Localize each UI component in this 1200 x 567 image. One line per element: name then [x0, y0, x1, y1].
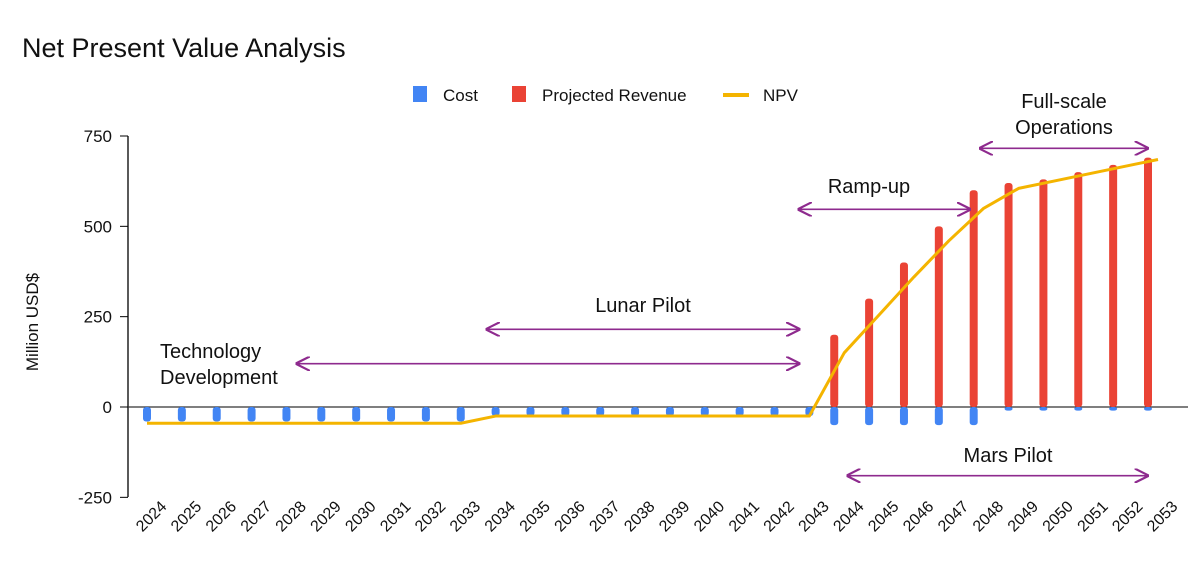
revenue-bar [1074, 172, 1083, 407]
x-tick-label: 2045 [865, 498, 902, 535]
x-tick-label: 2024 [133, 498, 170, 535]
revenue-bar [865, 298, 874, 407]
revenue-bar [934, 226, 943, 407]
cost-bar [491, 407, 500, 417]
cost-bar [456, 407, 465, 422]
x-tick-label: 2048 [970, 498, 1007, 535]
cost-bar [830, 407, 839, 426]
cost-bar [561, 407, 570, 417]
revenue-bar [1144, 157, 1152, 407]
legend-label: Projected Revenue [542, 86, 687, 105]
cost-bar [526, 407, 535, 417]
annotation-label: Lunar Pilot [595, 295, 691, 317]
x-tick-label: 2030 [342, 498, 379, 535]
cost-bar [735, 407, 744, 417]
y-tick-label: 500 [84, 217, 112, 236]
x-tick-label: 2031 [377, 498, 414, 535]
cost-bar [1004, 407, 1013, 411]
annotation-label: Full-scale [1021, 91, 1107, 113]
x-tick-label: 2046 [900, 498, 937, 535]
annotation-label: Development [160, 367, 278, 389]
legend-swatch-cost [413, 86, 427, 102]
x-tick-label: 2041 [726, 498, 763, 535]
x-tick-label: 2044 [830, 498, 867, 535]
x-tick-label: 2036 [552, 498, 589, 535]
y-tick-label: 250 [84, 308, 112, 327]
x-tick-label: 2035 [517, 498, 554, 535]
cost-bar [317, 407, 326, 422]
x-tick-label: 2039 [656, 498, 693, 535]
legend-label: Cost [443, 86, 478, 105]
x-tick-label: 2034 [482, 498, 519, 535]
cost-bar [665, 407, 674, 417]
revenue-bar [1039, 179, 1048, 407]
y-tick-label: 750 [84, 127, 112, 146]
x-tick-label: 2025 [168, 498, 205, 535]
cost-bar [1109, 407, 1118, 411]
cost-bar [770, 407, 779, 417]
revenue-bar [899, 262, 908, 407]
legend-swatch-projected-revenue [512, 86, 526, 102]
cost-bar [865, 407, 874, 426]
x-tick-label: 2042 [761, 498, 798, 535]
x-tick-label: 2026 [203, 498, 240, 535]
cost-bar [934, 407, 943, 426]
cost-bar [212, 407, 221, 422]
revenue-bar [1109, 164, 1118, 407]
x-tick-label: 2051 [1074, 498, 1111, 535]
x-tick-label: 2033 [447, 498, 484, 535]
annotation-label: Operations [1015, 117, 1113, 139]
npv-line [147, 158, 1159, 425]
legend: Cost Projected Revenue NPV [413, 86, 799, 105]
legend-label: NPV [763, 86, 799, 105]
x-tick-label: 2028 [273, 498, 310, 535]
x-tick-label: 2027 [238, 498, 275, 535]
cost-bar [282, 407, 291, 422]
x-tick-label: 2038 [621, 498, 658, 535]
cost-bar [143, 407, 151, 422]
y-axis-label: Million USD$ [23, 272, 42, 371]
x-tick-label: 2049 [1005, 498, 1042, 535]
y-tick-label: -250 [78, 488, 112, 507]
cost-bar [387, 407, 396, 422]
cost-bar [596, 407, 605, 417]
cost-bar [700, 407, 709, 417]
annotation-label: Ramp-up [828, 176, 910, 198]
x-tick-label: 2050 [1040, 498, 1077, 535]
cost-bar [1074, 407, 1083, 411]
cost-bar [177, 407, 186, 422]
annotation-label: Mars Pilot [964, 445, 1053, 467]
y-tick-label: 0 [103, 398, 112, 417]
cost-bar [247, 407, 256, 422]
cost-bar [899, 407, 908, 426]
cost-bar [631, 407, 640, 417]
cost-bar [969, 407, 978, 426]
x-tick-label: 2032 [412, 498, 449, 535]
chart-title: Net Present Value Analysis [22, 33, 346, 63]
x-tick-label: 2047 [935, 498, 972, 535]
revenue-bar [969, 190, 978, 407]
revenue-bar [1004, 182, 1013, 407]
x-tick-label: 2052 [1109, 498, 1146, 535]
cost-bar [1144, 407, 1152, 411]
x-tick-label: 2040 [691, 498, 728, 535]
annotation-label: Technology [160, 341, 261, 363]
x-tick-label: 2053 [1144, 498, 1181, 535]
cost-bar [1039, 407, 1048, 411]
cost-bar [352, 407, 361, 422]
cost-bar [421, 407, 430, 422]
x-tick-label: 2029 [308, 498, 345, 535]
x-tick-label: 2037 [586, 498, 623, 535]
x-tick-label: 2043 [796, 498, 833, 535]
